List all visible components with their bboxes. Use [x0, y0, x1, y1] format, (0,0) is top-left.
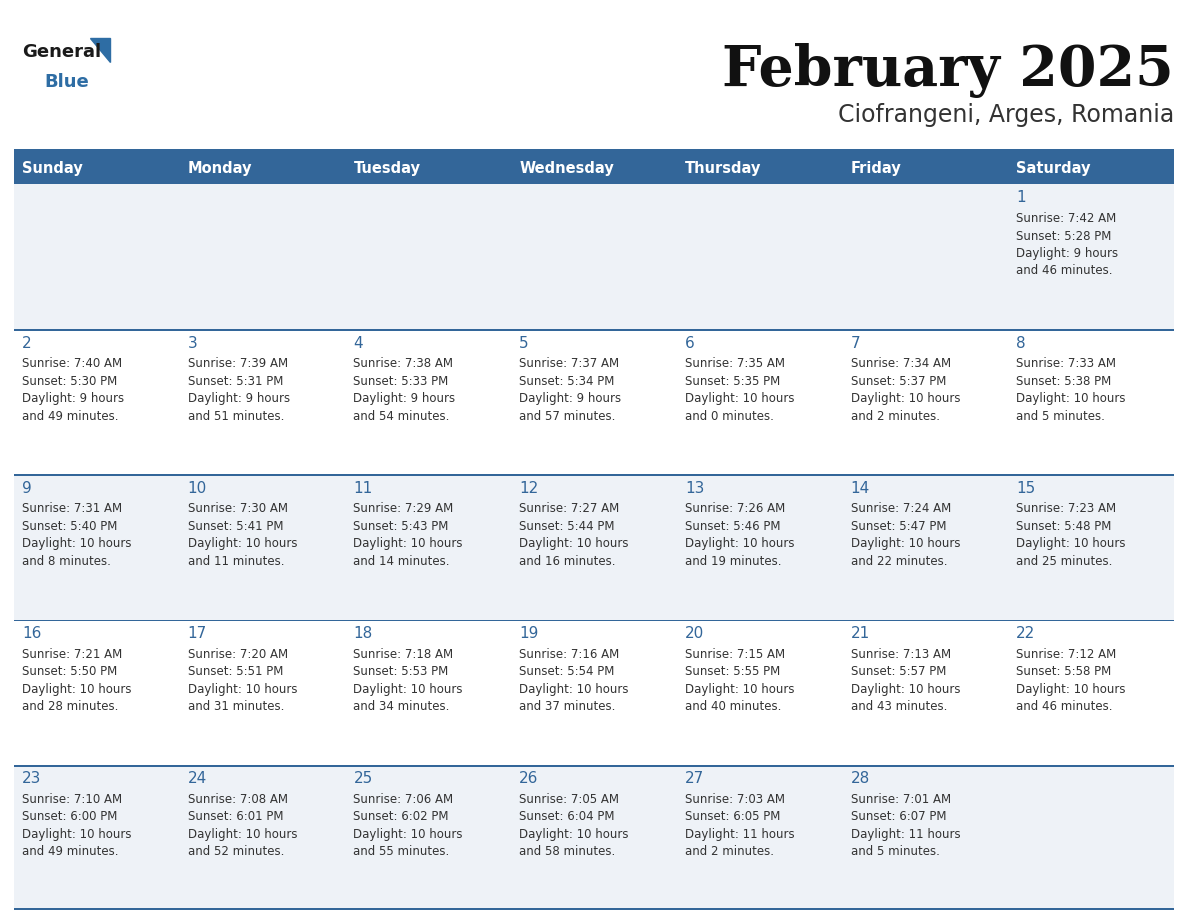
Text: Sunrise: 7:34 AM
Sunset: 5:37 PM
Daylight: 10 hours
and 2 minutes.: Sunrise: 7:34 AM Sunset: 5:37 PM Dayligh… [851, 357, 960, 422]
Bar [14, 330, 1174, 475]
Bar [14, 184, 1174, 330]
Text: 11: 11 [353, 481, 373, 496]
Text: 23: 23 [23, 771, 42, 787]
Bar [14, 908, 1174, 910]
Text: Friday: Friday [851, 161, 902, 175]
Text: 6: 6 [684, 336, 695, 351]
Text: 19: 19 [519, 626, 538, 641]
Text: 7: 7 [851, 336, 860, 351]
Text: Sunday: Sunday [23, 161, 83, 175]
Text: Sunrise: 7:01 AM
Sunset: 6:07 PM
Daylight: 11 hours
and 5 minutes.: Sunrise: 7:01 AM Sunset: 6:07 PM Dayligh… [851, 793, 960, 858]
Text: Sunrise: 7:26 AM
Sunset: 5:46 PM
Daylight: 10 hours
and 19 minutes.: Sunrise: 7:26 AM Sunset: 5:46 PM Dayligh… [684, 502, 795, 568]
Text: 24: 24 [188, 771, 207, 787]
Text: Sunrise: 7:33 AM
Sunset: 5:38 PM
Daylight: 10 hours
and 5 minutes.: Sunrise: 7:33 AM Sunset: 5:38 PM Dayligh… [1016, 357, 1126, 422]
Text: Sunrise: 7:24 AM
Sunset: 5:47 PM
Daylight: 10 hours
and 22 minutes.: Sunrise: 7:24 AM Sunset: 5:47 PM Dayligh… [851, 502, 960, 568]
Bar [14, 475, 1174, 476]
Text: Sunrise: 7:37 AM
Sunset: 5:34 PM
Daylight: 9 hours
and 57 minutes.: Sunrise: 7:37 AM Sunset: 5:34 PM Dayligh… [519, 357, 621, 422]
Text: 15: 15 [1016, 481, 1036, 496]
Text: Sunrise: 7:03 AM
Sunset: 6:05 PM
Daylight: 11 hours
and 2 minutes.: Sunrise: 7:03 AM Sunset: 6:05 PM Dayligh… [684, 793, 795, 858]
Text: Ciofrangeni, Arges, Romania: Ciofrangeni, Arges, Romania [838, 103, 1174, 127]
Bar [14, 149, 1174, 154]
Bar [14, 620, 1174, 621]
Text: 2: 2 [23, 336, 32, 351]
Text: 9: 9 [23, 481, 32, 496]
Text: Sunrise: 7:39 AM
Sunset: 5:31 PM
Daylight: 9 hours
and 51 minutes.: Sunrise: 7:39 AM Sunset: 5:31 PM Dayligh… [188, 357, 290, 422]
Text: 14: 14 [851, 481, 870, 496]
Text: General: General [23, 43, 101, 61]
Text: Saturday: Saturday [1016, 161, 1091, 175]
Text: 25: 25 [353, 771, 373, 787]
Text: 1: 1 [1016, 191, 1026, 206]
Text: 16: 16 [23, 626, 42, 641]
Text: Sunrise: 7:42 AM
Sunset: 5:28 PM
Daylight: 9 hours
and 46 minutes.: Sunrise: 7:42 AM Sunset: 5:28 PM Dayligh… [1016, 212, 1118, 277]
Text: Sunrise: 7:29 AM
Sunset: 5:43 PM
Daylight: 10 hours
and 14 minutes.: Sunrise: 7:29 AM Sunset: 5:43 PM Dayligh… [353, 502, 463, 568]
Text: Blue: Blue [44, 73, 89, 91]
Text: 28: 28 [851, 771, 870, 787]
Text: 3: 3 [188, 336, 197, 351]
Text: Sunrise: 7:12 AM
Sunset: 5:58 PM
Daylight: 10 hours
and 46 minutes.: Sunrise: 7:12 AM Sunset: 5:58 PM Dayligh… [1016, 647, 1126, 713]
Text: 4: 4 [353, 336, 364, 351]
Text: Sunrise: 7:06 AM
Sunset: 6:02 PM
Daylight: 10 hours
and 55 minutes.: Sunrise: 7:06 AM Sunset: 6:02 PM Dayligh… [353, 793, 463, 858]
Text: Sunrise: 7:13 AM
Sunset: 5:57 PM
Daylight: 10 hours
and 43 minutes.: Sunrise: 7:13 AM Sunset: 5:57 PM Dayligh… [851, 647, 960, 713]
Text: Sunrise: 7:20 AM
Sunset: 5:51 PM
Daylight: 10 hours
and 31 minutes.: Sunrise: 7:20 AM Sunset: 5:51 PM Dayligh… [188, 647, 297, 713]
Text: 20: 20 [684, 626, 704, 641]
Bar [14, 152, 1174, 184]
Text: Sunrise: 7:21 AM
Sunset: 5:50 PM
Daylight: 10 hours
and 28 minutes.: Sunrise: 7:21 AM Sunset: 5:50 PM Dayligh… [23, 647, 132, 713]
Text: Monday: Monday [188, 161, 252, 175]
Bar [14, 330, 1174, 331]
Bar [14, 765, 1174, 767]
Bar [14, 765, 1174, 910]
Text: 8: 8 [1016, 336, 1026, 351]
Text: February 2025: February 2025 [722, 42, 1174, 97]
Text: Sunrise: 7:05 AM
Sunset: 6:04 PM
Daylight: 10 hours
and 58 minutes.: Sunrise: 7:05 AM Sunset: 6:04 PM Dayligh… [519, 793, 628, 858]
Text: Sunrise: 7:10 AM
Sunset: 6:00 PM
Daylight: 10 hours
and 49 minutes.: Sunrise: 7:10 AM Sunset: 6:00 PM Dayligh… [23, 793, 132, 858]
Text: Sunrise: 7:30 AM
Sunset: 5:41 PM
Daylight: 10 hours
and 11 minutes.: Sunrise: 7:30 AM Sunset: 5:41 PM Dayligh… [188, 502, 297, 568]
Text: Thursday: Thursday [684, 161, 762, 175]
Bar [14, 620, 1174, 765]
Text: Wednesday: Wednesday [519, 161, 614, 175]
Text: Sunrise: 7:18 AM
Sunset: 5:53 PM
Daylight: 10 hours
and 34 minutes.: Sunrise: 7:18 AM Sunset: 5:53 PM Dayligh… [353, 647, 463, 713]
Polygon shape [90, 38, 110, 62]
Text: 17: 17 [188, 626, 207, 641]
Text: 26: 26 [519, 771, 538, 787]
Text: Sunrise: 7:08 AM
Sunset: 6:01 PM
Daylight: 10 hours
and 52 minutes.: Sunrise: 7:08 AM Sunset: 6:01 PM Dayligh… [188, 793, 297, 858]
Text: Sunrise: 7:23 AM
Sunset: 5:48 PM
Daylight: 10 hours
and 25 minutes.: Sunrise: 7:23 AM Sunset: 5:48 PM Dayligh… [1016, 502, 1126, 568]
Text: 18: 18 [353, 626, 373, 641]
Text: 12: 12 [519, 481, 538, 496]
Text: 21: 21 [851, 626, 870, 641]
Text: 5: 5 [519, 336, 529, 351]
Text: Tuesday: Tuesday [353, 161, 421, 175]
Text: 22: 22 [1016, 626, 1036, 641]
Text: 10: 10 [188, 481, 207, 496]
Text: Sunrise: 7:16 AM
Sunset: 5:54 PM
Daylight: 10 hours
and 37 minutes.: Sunrise: 7:16 AM Sunset: 5:54 PM Dayligh… [519, 647, 628, 713]
Text: 13: 13 [684, 481, 704, 496]
Text: Sunrise: 7:38 AM
Sunset: 5:33 PM
Daylight: 9 hours
and 54 minutes.: Sunrise: 7:38 AM Sunset: 5:33 PM Dayligh… [353, 357, 455, 422]
Text: Sunrise: 7:40 AM
Sunset: 5:30 PM
Daylight: 9 hours
and 49 minutes.: Sunrise: 7:40 AM Sunset: 5:30 PM Dayligh… [23, 357, 124, 422]
Text: Sunrise: 7:15 AM
Sunset: 5:55 PM
Daylight: 10 hours
and 40 minutes.: Sunrise: 7:15 AM Sunset: 5:55 PM Dayligh… [684, 647, 795, 713]
Text: Sunrise: 7:31 AM
Sunset: 5:40 PM
Daylight: 10 hours
and 8 minutes.: Sunrise: 7:31 AM Sunset: 5:40 PM Dayligh… [23, 502, 132, 568]
Text: Sunrise: 7:35 AM
Sunset: 5:35 PM
Daylight: 10 hours
and 0 minutes.: Sunrise: 7:35 AM Sunset: 5:35 PM Dayligh… [684, 357, 795, 422]
Bar [14, 475, 1174, 620]
Text: 27: 27 [684, 771, 704, 787]
Text: Sunrise: 7:27 AM
Sunset: 5:44 PM
Daylight: 10 hours
and 16 minutes.: Sunrise: 7:27 AM Sunset: 5:44 PM Dayligh… [519, 502, 628, 568]
